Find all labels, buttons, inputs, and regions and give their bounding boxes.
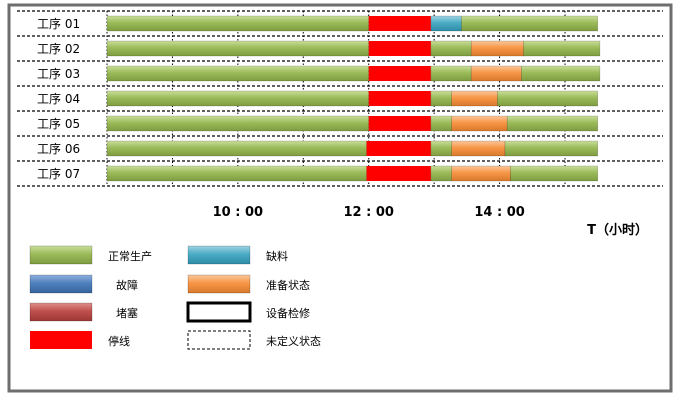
process-label: 工序 03 — [37, 66, 80, 81]
bar-segment — [497, 90, 599, 107]
legend-label: 堵塞 — [116, 306, 138, 320]
legend-swatch — [29, 245, 93, 265]
legend-label: 未定义状态 — [266, 334, 321, 348]
bar-segment — [430, 65, 472, 82]
bar-segment — [506, 115, 599, 132]
bar-segment — [106, 65, 370, 82]
bar-segment — [106, 15, 370, 32]
bar-segment — [470, 40, 524, 57]
x-tick-label: 14 : 00 — [474, 205, 524, 220]
bar-segment — [368, 41, 431, 56]
bar-segment — [470, 65, 522, 82]
bar-segment — [451, 165, 511, 182]
legend-label: 正常生产 — [108, 249, 152, 263]
legend-label: 停线 — [108, 334, 130, 348]
bar-segment — [523, 40, 601, 57]
bar-segment — [366, 166, 431, 181]
bar-segment — [430, 165, 452, 182]
legend-swatch — [187, 274, 251, 294]
process-rows: 工序 01 工序 02 工序 03 工序 04 工序 05 工序 06 工序 07 — [37, 15, 601, 182]
bar-segment — [451, 115, 508, 132]
process-label: 工序 02 — [37, 41, 80, 56]
process-label: 工序 01 — [37, 16, 80, 31]
bar-segment — [461, 15, 599, 32]
process-label: 工序 04 — [37, 91, 80, 106]
legend-label: 准备状态 — [266, 278, 310, 292]
legend-swatch — [187, 330, 251, 350]
bar-segment — [368, 116, 431, 131]
bar-segment — [106, 90, 370, 107]
legend-swatch — [29, 302, 93, 322]
x-tick-label: 10 : 00 — [213, 205, 263, 220]
bar-segment — [106, 140, 367, 157]
bar-segment — [106, 165, 367, 182]
bar-segment — [368, 66, 431, 81]
bar-segment — [106, 115, 370, 132]
x-axis: 10 : 00 12 : 00 14 : 00 T（小时） — [213, 205, 648, 238]
bar-segment — [106, 40, 370, 57]
bar-segment — [504, 140, 599, 157]
x-tick-label: 12 : 00 — [344, 205, 394, 220]
bar-segment — [451, 90, 498, 107]
bar-segment — [451, 140, 506, 157]
bar-segment — [430, 15, 462, 32]
bar-segment — [521, 65, 601, 82]
bar-segment — [366, 141, 431, 156]
legend-label: 缺料 — [266, 249, 288, 263]
legend-swatch — [186, 301, 252, 323]
legend-label: 设备检修 — [266, 306, 310, 320]
legend-swatch — [29, 274, 93, 294]
process-label: 工序 05 — [37, 116, 80, 131]
bar-segment — [430, 140, 452, 157]
bar-segment — [368, 16, 431, 31]
bar-segment — [430, 40, 472, 57]
bar-segment — [430, 90, 452, 107]
legend-swatch — [30, 331, 92, 349]
bar-segment — [368, 91, 431, 106]
legend-swatch — [187, 245, 251, 265]
x-axis-unit-label: T（小时） — [587, 222, 648, 238]
process-label: 工序 07 — [37, 166, 80, 181]
legend-label: 故障 — [116, 278, 138, 292]
process-label: 工序 06 — [37, 141, 80, 156]
chart-frame — [7, 3, 673, 393]
bar-segment — [510, 165, 599, 182]
bar-segment — [430, 115, 452, 132]
